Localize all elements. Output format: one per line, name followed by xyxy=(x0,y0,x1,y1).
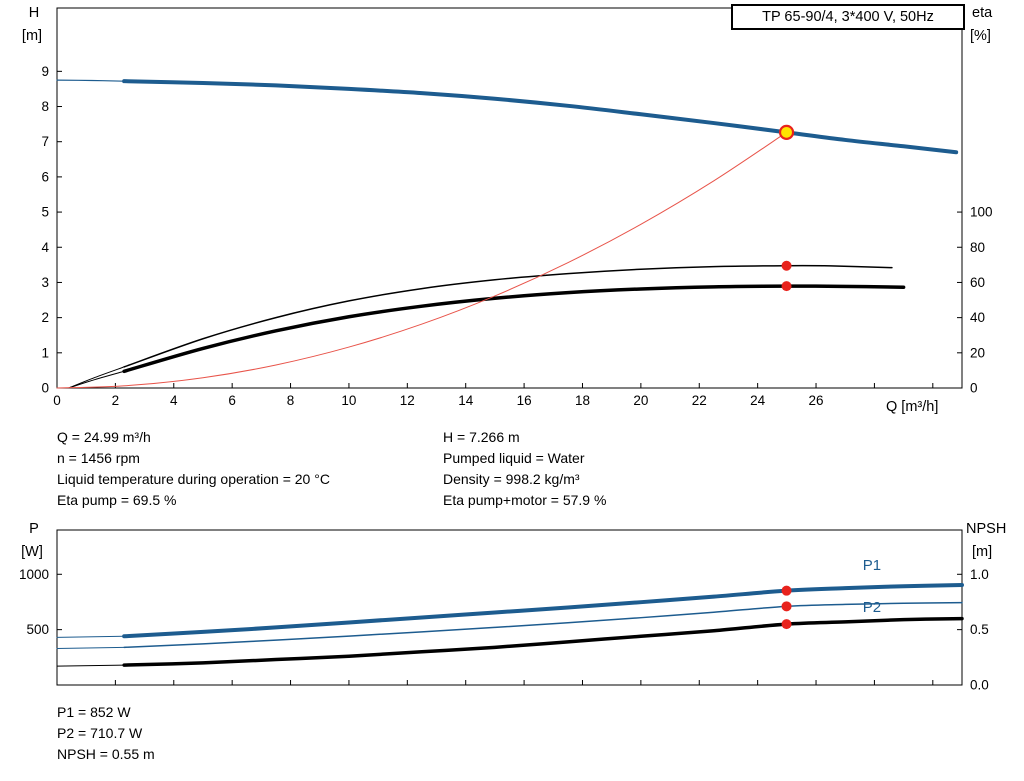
h-axis-label: H xyxy=(28,5,40,21)
curve-title-box: TP 65-90/4, 3*400 V, 50Hz xyxy=(731,4,965,30)
hq-chart-x-tick-label: 24 xyxy=(750,393,766,408)
hq-chart-x-tick-label: 20 xyxy=(633,393,648,408)
h-axis-unit: [m] xyxy=(21,28,43,44)
hq-chart-yright-tick-label: 40 xyxy=(970,310,985,325)
hq-chart-x-tick-label: 18 xyxy=(575,393,590,408)
eta-pump-readout: Eta pump = 69.5 % xyxy=(57,492,177,508)
eta-pump-point xyxy=(781,260,792,271)
hq-chart-yleft-tick-label: 2 xyxy=(41,310,49,325)
hq-chart: 0 2 4 6 8 10 12 14 16 18 20 22 24 2601234567890204060… xyxy=(41,7,993,408)
hq-chart-yleft-tick-label: 0 xyxy=(41,381,49,396)
hq-chart-yleft-tick-label: 6 xyxy=(41,169,49,184)
q-readout: Q = 24.99 m³/h xyxy=(57,429,151,445)
hq-chart-yleft-tick-label: 9 xyxy=(41,64,49,79)
p1-readout: P1 = 852 W xyxy=(57,704,131,720)
system-curve xyxy=(56,131,788,389)
power-readout-column: P1 = 852 W P2 = 710.7 W NPSH = 0.55 m xyxy=(57,702,155,765)
p2-curve xyxy=(123,601,963,649)
hq-chart-yright-tick-label: 80 xyxy=(970,240,985,255)
h-readout: H = 7.266 m xyxy=(443,429,520,445)
speed-readout: n = 1456 rpm xyxy=(57,450,140,466)
h-curve xyxy=(122,79,959,155)
hq-chart-yright-tick-label: 60 xyxy=(970,275,985,290)
duty-readout-right-column: H = 7.266 m Pumped liquid = Water Densit… xyxy=(443,427,606,511)
eta-axis-label: eta xyxy=(972,5,993,21)
hq-chart-x-tick-label: 6 xyxy=(228,393,236,408)
p1-point xyxy=(781,585,792,596)
hq-chart-x-tick-label: 14 xyxy=(458,393,474,408)
hq-chart-yleft-tick-label: 8 xyxy=(41,99,49,114)
q-axis-label: Q [m³/h] xyxy=(886,399,939,415)
p2-curve-label: P2 xyxy=(863,599,881,616)
duty-readout-left-column: Q = 24.99 m³/h n = 1456 rpm Liquid tempe… xyxy=(57,427,330,511)
hq-chart-x-tick-label: 4 xyxy=(170,393,178,408)
hq-chart-yright-tick-label: 20 xyxy=(970,345,985,360)
hq-chart-x-tick-label: 10 xyxy=(341,393,356,408)
p1-curve xyxy=(122,583,964,639)
hq-chart-yright-tick-label: 0 xyxy=(970,381,978,396)
hq-chart-x-tick-label: 26 xyxy=(809,393,824,408)
pumped-liquid-readout: Pumped liquid = Water xyxy=(443,450,585,466)
p1-curve-label: P1 xyxy=(863,557,881,574)
npsh-axis-label: NPSH xyxy=(966,521,1007,537)
hq-chart-yleft-tick-label: 7 xyxy=(41,134,49,149)
eta-pump-motor-readout: Eta pump+motor = 57.9 % xyxy=(443,492,607,508)
hq-chart-yleft-tick-label: 4 xyxy=(41,240,49,255)
hq-chart-yleft-tick-label: 1 xyxy=(41,345,49,360)
eta-pump-curve xyxy=(123,264,893,368)
eta-pump-motor-lead xyxy=(68,370,125,389)
npsh-readout: NPSH = 0.55 m xyxy=(57,746,155,762)
p1-lead xyxy=(56,635,125,638)
npsh-point xyxy=(781,619,792,630)
power-npsh-chart-yleft-tick-label: 500 xyxy=(26,622,49,637)
hq-chart-x-tick-label: 16 xyxy=(517,393,532,408)
h-curve-lead xyxy=(56,79,125,82)
eta-axis-unit: [%] xyxy=(970,28,991,44)
hq-chart-frame xyxy=(56,7,963,389)
power-npsh-chart-yright-tick-label: 1.0 xyxy=(970,567,989,582)
eta-pump-motor-curve xyxy=(122,284,906,374)
hq-chart-x-tick-label: 8 xyxy=(287,393,295,408)
p2-readout: P2 = 710.7 W xyxy=(57,725,143,741)
hq-chart-x-tick-label: 12 xyxy=(400,393,415,408)
duty-point-marker[interactable] xyxy=(778,124,795,140)
hq-chart-yleft-tick-label: 3 xyxy=(41,275,49,290)
hq-chart-x-tick-label: 2 xyxy=(112,393,120,408)
hq-chart-yleft-tick-label: 5 xyxy=(41,205,49,220)
liquid-temperature-readout: Liquid temperature during operation = 20… xyxy=(57,471,330,487)
p-axis-unit: [W] xyxy=(21,544,43,560)
power-npsh-chart: 500 1000 0.0 0.5 1.0 P1 P2 xyxy=(19,529,989,693)
eta-pump-motor-point xyxy=(781,281,792,292)
power-npsh-chart-yright-tick-label: 0.0 xyxy=(970,678,989,693)
hq-chart-x-tick-label: 0 xyxy=(53,393,61,408)
npsh-curve xyxy=(122,616,964,667)
power-npsh-chart-frame xyxy=(56,529,963,686)
density-readout: Density = 998.2 kg/m³ xyxy=(443,471,580,487)
npsh-axis-unit: [m] xyxy=(972,544,993,560)
p2-lead xyxy=(56,646,125,649)
power-npsh-chart-yright-tick-label: 0.5 xyxy=(970,622,989,637)
p2-point xyxy=(781,601,792,612)
npsh-lead xyxy=(56,664,125,667)
power-npsh-chart-yleft-tick-label: 1000 xyxy=(19,567,49,582)
hq-chart-x-tick-label: 22 xyxy=(692,393,707,408)
p-axis-label: P xyxy=(29,521,39,537)
hq-chart-yright-tick-label: 100 xyxy=(970,205,993,220)
